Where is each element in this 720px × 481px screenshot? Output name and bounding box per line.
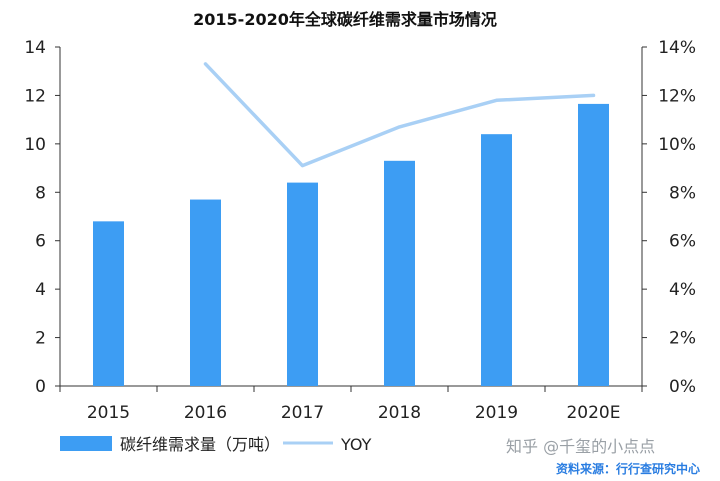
- left-tick-label: 10: [24, 135, 46, 155]
- x-tick-label: 2020E: [566, 403, 620, 423]
- yoy-line-series: [203, 62, 596, 168]
- x-axis-ticks: 2015 2016 2017 2018 2019 2020E: [87, 403, 621, 423]
- x-tick-label: 2019: [475, 403, 518, 423]
- x-tick-label: 2018: [378, 403, 421, 423]
- left-tick-label: 0: [35, 377, 46, 397]
- bar-2019: [481, 134, 512, 386]
- legend: 碳纤维需求量（万吨） YOY: [60, 435, 372, 454]
- left-tick-label: 4: [35, 280, 46, 300]
- legend-bar-label: 碳纤维需求量（万吨）: [120, 435, 280, 454]
- bar-2020E: [578, 103, 609, 387]
- left-axis-ticks: 0 2 4 6 8 10 12 14: [24, 38, 60, 397]
- chart-title: 2015-2020年全球碳纤维需求量市场情况: [193, 10, 497, 29]
- legend-bar-swatch: [60, 436, 112, 451]
- x-tick-label: 2017: [281, 403, 324, 423]
- bar-series: [93, 103, 609, 387]
- bar-2018: [384, 160, 415, 386]
- bar-2017: [287, 182, 318, 386]
- right-tick-label: 4%: [669, 280, 696, 300]
- right-tick-label: 12%: [658, 86, 696, 106]
- right-axis-ticks: 0% 2% 4% 6% 8% 10% 12% 14%: [642, 38, 696, 397]
- left-tick-label: 14: [24, 38, 46, 58]
- right-tick-label: 10%: [658, 135, 696, 155]
- watermark-text: 知乎 @千玺的小点点: [506, 437, 655, 456]
- left-tick-label: 8: [35, 183, 46, 203]
- x-tick-label: 2016: [184, 403, 227, 423]
- bar-2016: [190, 199, 221, 386]
- legend-line-label: YOY: [340, 435, 372, 454]
- right-tick-label: 2%: [669, 329, 696, 349]
- bar-2015: [93, 221, 124, 386]
- left-tick-label: 6: [35, 232, 46, 252]
- left-tick-label: 2: [35, 329, 46, 349]
- axes: [59, 47, 643, 392]
- right-tick-label: 14%: [658, 38, 696, 58]
- right-tick-label: 6%: [669, 232, 696, 252]
- x-tick-label: 2015: [87, 403, 130, 423]
- right-tick-label: 8%: [669, 183, 696, 203]
- source-note: 资料来源：行行查研究中心: [556, 461, 700, 476]
- yoy-line: [203, 62, 596, 168]
- right-tick-label: 0%: [669, 377, 696, 397]
- left-tick-label: 12: [24, 86, 46, 106]
